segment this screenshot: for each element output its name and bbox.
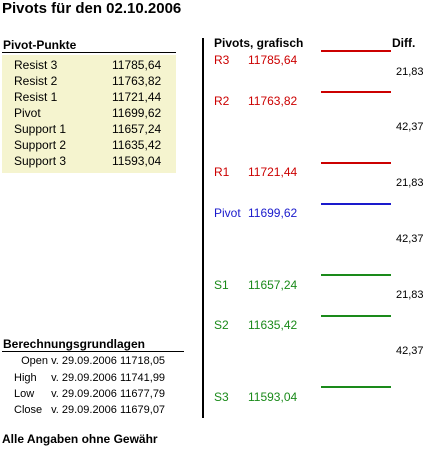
table-row: Resist 2 11763,82 — [14, 73, 174, 89]
level-value: 11721,44 — [248, 165, 298, 179]
level-value: 11635,42 — [248, 318, 298, 332]
pivot-label: Support 2 — [14, 138, 67, 152]
diff-value: 21,83 — [396, 177, 424, 189]
level-name: R1 — [214, 165, 230, 179]
table-row: Resist 3 11785,64 — [14, 57, 174, 73]
diff-heading: Diff. — [392, 36, 416, 50]
level-line-s2 — [321, 315, 391, 317]
table-row: Low v. 29.09.2006 11677,79 — [14, 386, 165, 402]
level-value: 11785,64 — [248, 53, 298, 67]
level-line-r3 — [321, 50, 391, 52]
level-line-r2 — [321, 91, 391, 93]
level-name: S1 — [214, 278, 229, 292]
berechnung-date: v. 29.09.2006 — [51, 372, 117, 384]
pivot-punkte-table: Resist 3 11785,64 Resist 2 11763,82 Resi… — [2, 55, 176, 173]
level-value: 11593,04 — [248, 390, 298, 404]
berechnung-value: 11718,05 — [119, 355, 166, 367]
pivot-value: 11763,82 — [112, 74, 162, 88]
berechnung-value: 11679,07 — [119, 404, 166, 416]
pivot-value: 11785,64 — [112, 58, 162, 72]
level-line-s1 — [321, 274, 391, 276]
diff-value: 21,83 — [396, 66, 424, 78]
page-title: Pivots für den 02.10.2006 — [2, 0, 182, 17]
diff-value: 42,37 — [396, 121, 424, 133]
pivot-punkte-divider — [2, 52, 176, 53]
table-row: Support 2 11635,42 — [14, 137, 174, 153]
berechnung-value: 11677,79 — [119, 388, 166, 400]
berechnung-heading: Berechnungsgrundlagen — [3, 337, 146, 351]
pivot-label: Resist 1 — [14, 90, 58, 104]
level-name: Pivot — [214, 206, 241, 220]
grafik-heading: Pivots, grafisch — [214, 36, 304, 50]
table-row: Close v. 29.09.2006 11679,07 — [14, 402, 165, 418]
pivot-value: 11635,42 — [112, 138, 162, 152]
pivot-value: 11699,62 — [112, 106, 162, 120]
level-name: R2 — [214, 94, 230, 108]
table-row: Pivot 11699,62 — [14, 105, 174, 121]
pivot-label: Pivot — [14, 106, 41, 120]
pivot-punkte-heading: Pivot-Punkte — [3, 38, 77, 52]
berechnung-label: High — [14, 372, 37, 384]
berechnung-label: Close — [14, 404, 43, 416]
pivot-label: Support 3 — [14, 154, 67, 168]
pivot-label: Resist 2 — [14, 74, 58, 88]
level-line-r1 — [321, 162, 391, 164]
diff-value: 42,37 — [396, 233, 424, 245]
berechnung-label: Open — [21, 355, 48, 367]
level-name: S2 — [214, 318, 229, 332]
level-value: 11763,82 — [248, 94, 298, 108]
vertical-divider — [202, 38, 204, 418]
berechnung-date: v. 29.09.2006 — [51, 355, 117, 367]
pivot-value: 11657,24 — [112, 122, 162, 136]
berechnung-value: 11741,99 — [119, 372, 166, 384]
level-line-s3 — [321, 386, 391, 388]
level-value: 11699,62 — [248, 206, 298, 220]
berechnung-date: v. 29.09.2006 — [51, 388, 117, 400]
disclaimer: Alle Angaben ohne Gewähr — [2, 432, 158, 446]
diff-value: 42,37 — [396, 345, 424, 357]
level-line-pivot — [321, 203, 391, 205]
table-row: Open v. 29.09.2006 11718,05 — [14, 353, 165, 369]
level-value: 11657,24 — [248, 278, 298, 292]
berechnung-date: v. 29.09.2006 — [51, 404, 117, 416]
level-name: S3 — [214, 390, 229, 404]
pivot-label: Resist 3 — [14, 58, 58, 72]
table-row: Support 3 11593,04 — [14, 153, 174, 169]
level-name: R3 — [214, 53, 230, 67]
pivot-value: 11721,44 — [112, 90, 162, 104]
diff-value: 21,83 — [396, 289, 424, 301]
table-row: High v. 29.09.2006 11741,99 — [14, 370, 165, 386]
table-row: Resist 1 11721,44 — [14, 89, 174, 105]
table-row: Support 1 11657,24 — [14, 121, 174, 137]
pivot-value: 11593,04 — [112, 154, 162, 168]
berechnung-label: Low — [14, 388, 35, 400]
pivot-label: Support 1 — [14, 122, 67, 136]
berechnung-divider — [2, 351, 184, 352]
